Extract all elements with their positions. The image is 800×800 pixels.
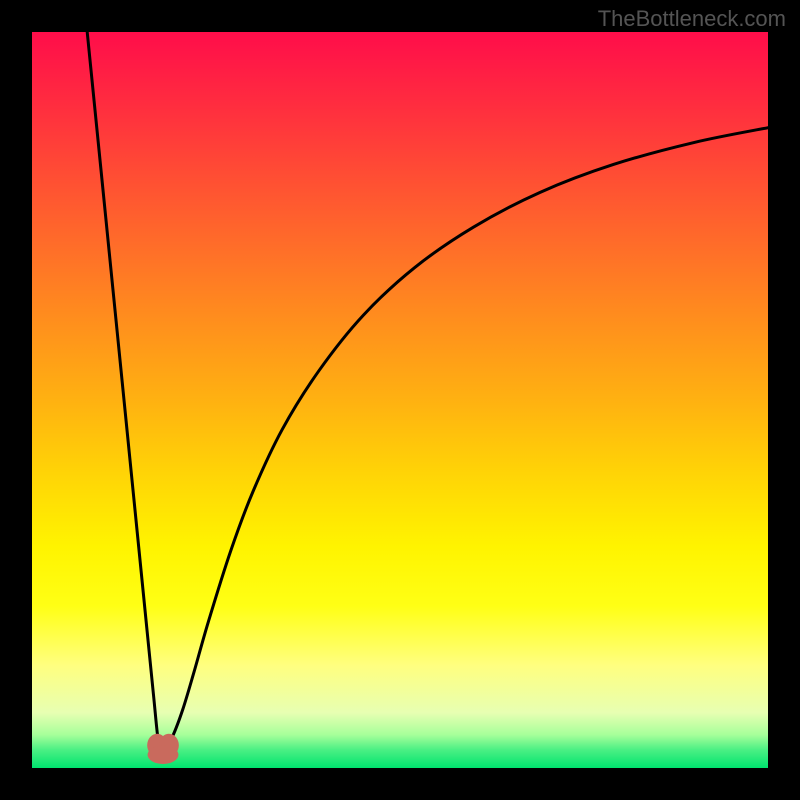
watermark-text: TheBottleneck.com bbox=[598, 6, 786, 32]
plot-area bbox=[32, 32, 768, 768]
chart-frame: TheBottleneck.com bbox=[0, 0, 800, 800]
gradient-background bbox=[32, 32, 768, 768]
min-marker bbox=[147, 734, 179, 764]
